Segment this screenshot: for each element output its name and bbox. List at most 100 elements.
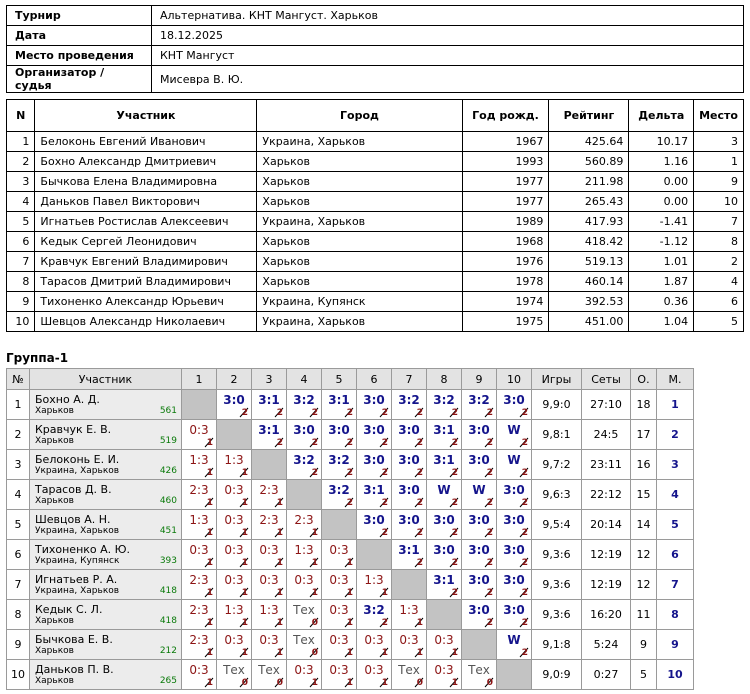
match-result: 0:3 1 [286,569,322,600]
group-player-city: Украина, Харьков 451 [35,526,177,536]
result-diagonal [239,617,249,628]
group-games: 9,3:6 [531,569,582,600]
group-header-cell: Игры [531,368,582,390]
match-result: 3:1 2 [356,479,392,510]
match-result: 3:0 2 [461,509,497,540]
match-score: 3:0 [503,603,525,617]
participant-cell: 7 [693,211,744,232]
result-diagonal [204,587,214,598]
group-points: 9 [630,629,657,660]
match-points: 1 [206,618,213,628]
match-result: 3:0 2 [496,509,532,540]
match-score: 3:1 [258,423,280,437]
group-points: 12 [630,569,657,600]
info-row: Дата 18.12.2025 [6,25,744,46]
match-score: 3:0 [328,423,350,437]
group-points: 11 [630,599,657,630]
match-points: 1 [241,648,248,658]
self-cell [391,569,427,600]
info-label: Место проведения [6,45,152,66]
match-score: 3:0 [468,603,490,617]
result-diagonal [449,677,459,688]
result-diagonal [204,437,214,448]
group-sets: 27:10 [581,389,631,420]
participant-cell: 5 [5,211,36,232]
match-score: 3:0 [363,423,385,437]
match-result: 0:3 1 [321,569,357,600]
participant-cell: Харьков [256,151,463,172]
match-result: 3:0 2 [426,509,462,540]
participant-cell: 9 [693,171,744,192]
match-score: 0:3 [329,663,349,677]
match-score: 3:1 [363,483,385,497]
match-points: 2 [486,528,493,538]
group-player-rating: 426 [159,466,177,476]
participant-row: 4 Даньков Павел Викторович Харьков 1977 265.… [5,191,744,212]
result-diagonal [449,557,459,568]
match-score: 3:2 [293,453,315,467]
group-place: 7 [656,569,694,600]
match-score: W [507,423,521,437]
result-diagonal [239,677,249,688]
info-label: Дата [6,25,152,46]
match-score: 0:3 [224,633,244,647]
group-player-rating: 561 [159,406,177,416]
result-diagonal [484,407,494,418]
result-diagonal [484,617,494,628]
result-diagonal [274,437,284,448]
result-diagonal [204,617,214,628]
participant-cell: 519.13 [548,251,630,272]
result-diagonal [274,497,284,508]
match-result: 0:3 1 [216,509,252,540]
group-row: 6 Тихоненко А. Ю. Украина, Купянск 393 0:3 1 0… [6,539,694,570]
match-result: Тех 0 [461,659,497,690]
match-points: 2 [486,558,493,568]
group-player-name: Белоконь Е. И. [35,453,120,466]
participant-row: 7 Кравчук Евгений Владимирович Харьков 1976… [5,251,744,272]
match-result: 3:0 2 [356,389,392,420]
match-score: 2:3 [294,513,314,527]
participant-row: 6 Кедык Сергей Леонидович Харьков 1968 418.4… [5,231,744,252]
match-score: 3:0 [433,543,455,557]
match-result: 3:1 2 [251,419,287,450]
result-diagonal [309,437,319,448]
group-row: 7 Игнатьев Р. А. Украина, Харьков 418 2:3 1 0:… [6,569,694,600]
participant-cell: 7 [5,251,36,272]
match-result: 3:0 2 [391,479,427,510]
match-result: 3:1 2 [426,569,462,600]
match-result: 1:3 1 [251,599,287,630]
participants-header-cell: N [5,99,36,132]
group-points: 5 [630,659,657,690]
group-games: 9,6:3 [531,479,582,510]
match-result: 3:0 2 [391,419,427,450]
info-value: Альтернатива. КНТ Мангуст. Харьков [151,5,744,26]
match-score: 3:0 [398,513,420,527]
result-diagonal [309,617,319,628]
match-points: 2 [521,468,528,478]
match-score: 0:3 [329,573,349,587]
match-score: W [437,483,451,497]
match-points: 2 [381,528,388,538]
match-points: 2 [486,618,493,628]
participant-cell: Харьков [256,231,463,252]
match-points: 1 [276,588,283,598]
match-points: 2 [346,498,353,508]
match-points: 1 [311,678,318,688]
participant-cell: 0.00 [628,191,695,212]
match-points: 1 [206,528,213,538]
group-row: 2 Кравчук Е. В. Харьков 519 0:3 1 3:1 2 3:0 2 3:0 2… [6,419,694,450]
match-points: 1 [276,618,283,628]
match-score: 0:3 [364,633,384,647]
match-score: 3:0 [433,513,455,527]
match-result: 1:3 1 [286,539,322,570]
match-points: 2 [451,468,458,478]
match-points: 2 [521,648,528,658]
participant-row: 9 Тихоненко Александр Юрьевич Украина, Куп… [5,291,744,312]
result-diagonal [344,467,354,478]
match-result: 3:0 2 [496,539,532,570]
group-place: 9 [656,629,694,660]
match-score: 0:3 [294,573,314,587]
match-result: 0:3 1 [356,659,392,690]
match-points: 1 [206,468,213,478]
group-player: Бохно А. Д. Харьков 561 [29,389,182,420]
